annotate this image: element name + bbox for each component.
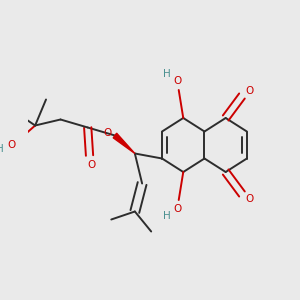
Text: O: O (245, 86, 254, 96)
Text: H: H (163, 69, 171, 79)
Polygon shape (113, 133, 135, 154)
Text: H: H (0, 145, 4, 154)
Text: O: O (87, 160, 95, 170)
Text: O: O (174, 76, 182, 86)
Text: O: O (103, 128, 112, 137)
Text: O: O (8, 140, 16, 151)
Text: O: O (245, 194, 254, 204)
Text: H: H (163, 211, 171, 221)
Text: O: O (174, 204, 182, 214)
